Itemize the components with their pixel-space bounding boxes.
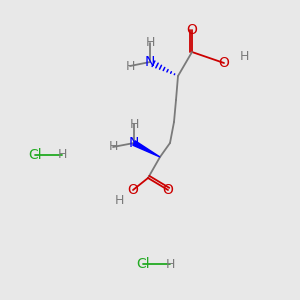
- Text: H: H: [125, 59, 135, 73]
- Text: N: N: [129, 136, 139, 150]
- Text: H: H: [145, 37, 155, 50]
- Text: H: H: [108, 140, 118, 154]
- Text: H: H: [129, 118, 139, 130]
- Polygon shape: [133, 141, 160, 157]
- Text: H: H: [239, 50, 249, 62]
- Text: Cl: Cl: [28, 148, 42, 162]
- Text: O: O: [128, 183, 138, 197]
- Text: Cl: Cl: [136, 257, 150, 271]
- Text: H: H: [165, 257, 175, 271]
- Text: O: O: [163, 183, 173, 197]
- Text: H: H: [57, 148, 67, 161]
- Text: N: N: [145, 55, 155, 69]
- Text: H: H: [114, 194, 124, 206]
- Text: O: O: [187, 23, 197, 37]
- Text: O: O: [219, 56, 230, 70]
